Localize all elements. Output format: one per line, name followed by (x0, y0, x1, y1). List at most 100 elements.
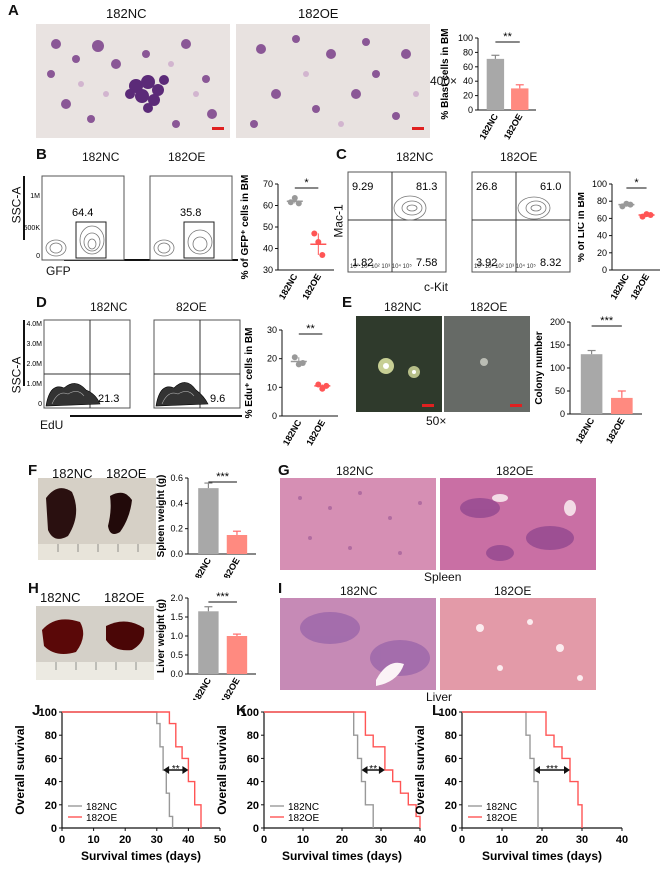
panel-l-ytick-5: 100 (439, 707, 457, 719)
panel-h-y-label: Liver weight (g) (156, 599, 167, 673)
panel-d-y-label: % Edu⁺ cells in BM (244, 328, 255, 419)
panel-j-ytick-2: 40 (45, 777, 57, 789)
panel-k-ytick-2: 40 (247, 777, 259, 789)
panel-l-ytick-3: 60 (445, 753, 457, 765)
panel-e-ytick-3: 150 (550, 340, 565, 350)
panel-k-sig-label: ** (369, 764, 377, 775)
panel-k-xtick-0: 0 (261, 834, 267, 846)
panel-d-point-182NC-0 (291, 354, 298, 361)
panel-l-xtick-1: 10 (496, 834, 508, 846)
panel-j-xtick-3: 30 (151, 834, 163, 846)
panel-l-x-label: Survival times (days) (482, 849, 602, 863)
panel-b-point-182NC-2 (295, 200, 302, 207)
panel-c-ytick-5: 100 (592, 179, 607, 189)
panel-b-ytick-1: 40 (263, 244, 273, 254)
panel-letter-e: E (342, 294, 353, 311)
panel-f-ytick-1: 0.2 (170, 524, 183, 534)
panel-a-category-182NC: 182NC (477, 112, 500, 142)
panel-e-category-182OE: 182OE (604, 416, 627, 445)
panel-e-colony-image-nc-dots (378, 358, 434, 407)
panel-k-ytick-3: 60 (247, 753, 259, 765)
panel-a-sig-label: ** (503, 31, 512, 43)
panel-g-caption: Spleen (424, 570, 462, 584)
panel-c-oe-q3: 3.92 (476, 257, 497, 269)
panel-h-ytick-4: 2.0 (170, 593, 183, 603)
panel-b-ytick-3: 60 (263, 201, 273, 211)
panel-letter-b: B (36, 146, 47, 163)
panel-d-ytick-2: 20 (267, 354, 277, 364)
panel-b-gate-nc (75, 221, 107, 259)
panel-j-survival-chart: 0 20 40 60 80 100 0 10 20 30 40 50 Overall survival S… (13, 707, 226, 863)
panel-b-ytick-0: 30 (263, 265, 273, 275)
panel-k-arrow-head-left (361, 766, 368, 774)
panel-h-ytick-1: 0.5 (170, 650, 183, 660)
panel-d-x-label: EdU (40, 418, 64, 432)
panel-letter-i: I (278, 580, 283, 597)
panel-c-oe-q2: 61.0 (540, 181, 561, 193)
panel-f-category-182NC: 182NC (190, 556, 213, 578)
panel-b-x-label: GFP (46, 264, 71, 278)
panel-c-sig-label: * (634, 177, 639, 189)
panel-e-category-182NC: 182NC (574, 416, 597, 446)
panel-k-xtick-3: 30 (375, 834, 387, 846)
panel-b-sig-label: * (304, 177, 309, 189)
panel-k-legend-label-182NC: 182NC (288, 802, 319, 813)
panel-f-bar-182NC (198, 488, 219, 554)
panel-j-series-182OE (62, 711, 202, 828)
panel-k-xtick-2: 20 (336, 834, 348, 846)
panel-a-image-label-nc: 182NC (106, 6, 147, 21)
panel-b-plot-oe-frame (149, 175, 233, 261)
panel-i-histology-nc-texture (300, 612, 430, 686)
panel-e-bar-182OE (611, 397, 633, 414)
svg-text:10⁰ 10¹ 10² 10³ 10⁴ 10⁵: 10⁰ 10¹ 10² 10³ 10⁴ 10⁵ (474, 263, 536, 270)
panel-j-sig-label: ** (172, 764, 180, 775)
panel-d-title-oe: 82OE (176, 300, 207, 314)
panel-i-image-label-oe: 182OE (494, 584, 532, 598)
panel-d-ytick-2m: 2.0M (26, 361, 42, 368)
panel-h-category-182NC: 182NC (190, 676, 213, 700)
panel-f-ytick-2: 0.4 (170, 498, 183, 508)
svg-text:10⁰ 10¹ 10² 10³ 10⁴ 10⁵: 10⁰ 10¹ 10² 10³ 10⁴ 10⁵ (350, 263, 412, 270)
panel-e-ytick-0: 0 (560, 409, 565, 419)
panel-b-ytick-1m: 1M (30, 193, 40, 200)
panel-a-micrograph-nc-cells (47, 39, 224, 130)
panel-a-ytick-3: 60 (463, 62, 473, 72)
panel-c-nc-q1: 9.29 (352, 181, 373, 193)
panel-k-xtick-1: 10 (297, 834, 309, 846)
panel-c-plot-oe-frame (471, 171, 571, 273)
panel-d-ytick-3: 30 (267, 325, 277, 335)
panel-l-sig-label: *** (546, 764, 558, 775)
panel-c-x-label: c-Kit (424, 280, 448, 294)
panel-l-legend-label-182OE: 182OE (486, 813, 517, 824)
panel-d-category-182NC: 182NC (281, 418, 304, 448)
panel-l-arrow-head-right (564, 766, 570, 774)
panel-a-y-label: % Blast cells in BM (440, 28, 451, 119)
panel-k-ytick-5: 100 (241, 707, 259, 719)
panel-f-ytick-3: 0.6 (170, 473, 183, 483)
panel-a-micrograph-oe-cells (250, 35, 424, 130)
panel-b-ytick-500k: 500K (24, 225, 41, 232)
panel-d-gate-value-nc: 21.3 (98, 393, 119, 405)
panel-k-xtick-4: 40 (414, 834, 426, 846)
panel-c-ytick-2: 40 (597, 231, 607, 241)
panel-b-gate-value-nc: 64.4 (72, 207, 93, 219)
panel-h-ytick-0: 0.0 (170, 669, 183, 679)
panel-letter-g: G (278, 462, 290, 479)
panel-g-image-label-oe: 182OE (496, 464, 534, 478)
panel-d-ytick-4m: 4.0M (26, 321, 42, 328)
panel-j-arrow-head-left (163, 766, 170, 774)
panel-a-bar-182OE (511, 88, 529, 110)
panel-letter-h: H (28, 580, 39, 597)
panel-b-title-nc: 182NC (82, 150, 120, 164)
panel-f-spleen-photo-shapes (38, 488, 156, 560)
panel-d-ytick-3m: 3.0M (26, 341, 42, 348)
panel-a-micrograph-nc (36, 24, 230, 138)
panel-j-ytick-5: 100 (39, 707, 57, 719)
panel-e-image-label-nc: 182NC (384, 300, 422, 314)
panel-letter-f: F (28, 462, 38, 479)
panel-k-arrow-head-right (378, 766, 385, 774)
panel-e-y-label: Colony number (534, 331, 545, 404)
panel-letter-d: D (36, 294, 47, 311)
